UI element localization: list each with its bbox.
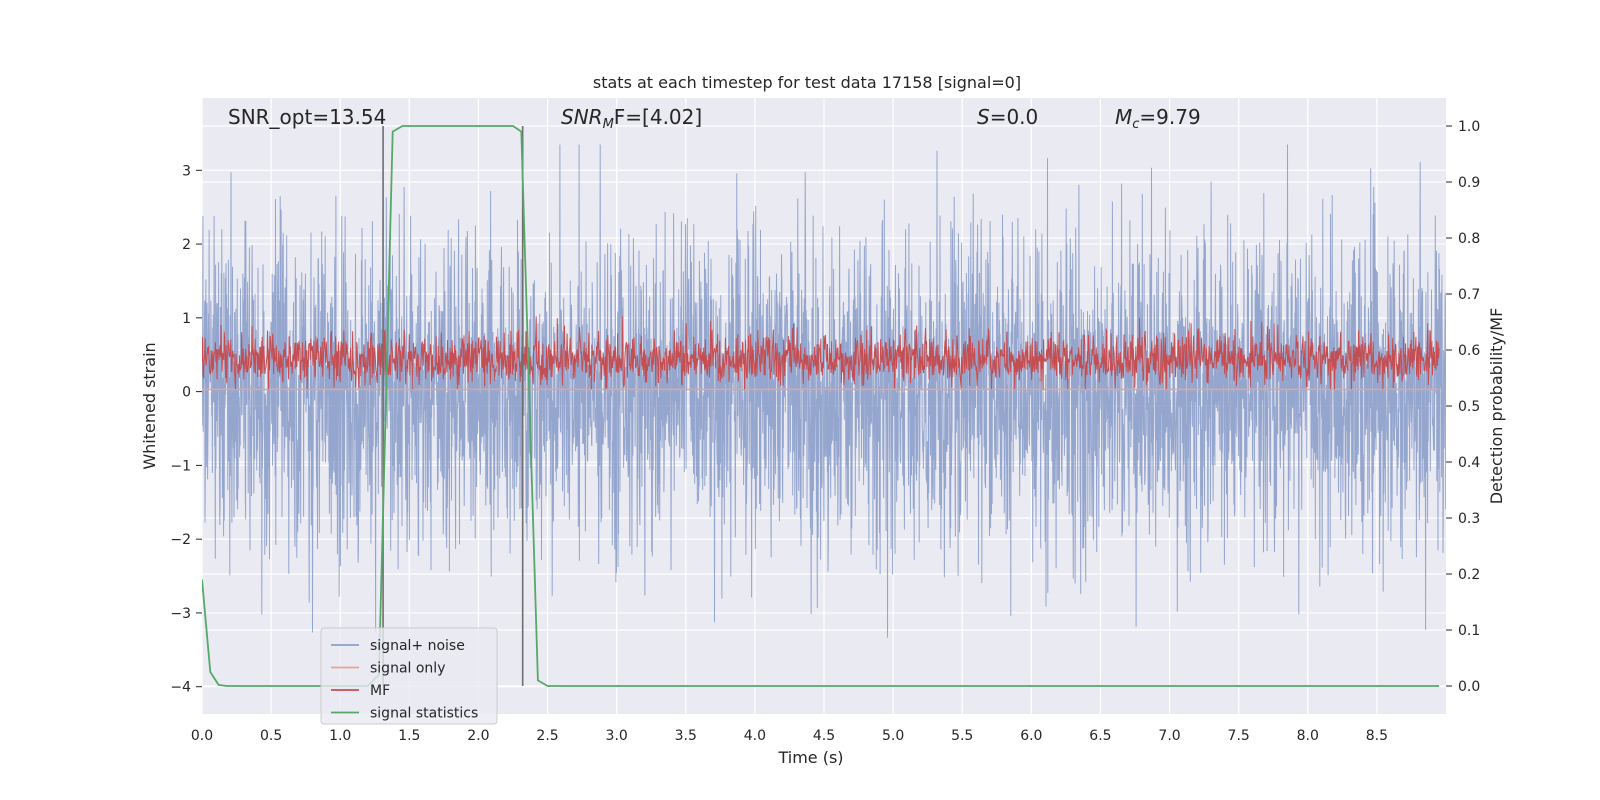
x-tick-label: 1.0: [329, 728, 351, 744]
y-axis-left-ticks: −4 −3 −2 −1 0 1 2 3: [170, 163, 202, 696]
y-left-tick-label: 0: [182, 385, 191, 401]
y-right-tick-label: 0.4: [1458, 455, 1480, 471]
annotation-mc-sub: c: [1132, 117, 1139, 132]
y-right-tick-label: 0.9: [1458, 175, 1480, 191]
annotation-mc-rest: =9.79: [1139, 105, 1200, 129]
series-layer: [202, 125, 1446, 687]
annotation-mc: Mc=9.79: [1115, 105, 1201, 132]
x-tick-label: 2.0: [467, 728, 489, 744]
y-right-tick-label: 0.2: [1458, 567, 1480, 583]
y-left-tick-label: −3: [170, 606, 191, 622]
y-right-tick-label: 0.0: [1458, 679, 1480, 695]
x-tick-label: 4.5: [813, 728, 835, 744]
legend-label: signal+ noise: [370, 638, 465, 654]
annotation-s-rest: =0.0: [990, 105, 1039, 129]
x-tick-label: 7.0: [1158, 728, 1180, 744]
y-axis-right-ticks: 0.0 0.1 0.2 0.3 0.4 0.5 0.6 0.7 0.8 0.9 1.0: [1446, 119, 1480, 695]
series-mf-line: [202, 316, 1440, 390]
y-right-tick-label: 0.5: [1458, 399, 1480, 415]
chart-title: stats at each timestep for test data 171…: [593, 73, 1021, 92]
x-tick-label: 8.5: [1366, 728, 1388, 744]
x-tick-label: 5.5: [951, 728, 973, 744]
y-right-tick-label: 0.7: [1458, 287, 1480, 303]
y-left-tick-label: 2: [182, 237, 191, 253]
series-signal-statistics-line: [202, 125, 1440, 687]
x-tick-label: 7.5: [1228, 728, 1250, 744]
legend-label: signal statistics: [370, 706, 478, 722]
y-left-tick-label: −1: [170, 458, 191, 474]
x-tick-label: 6.0: [1020, 728, 1042, 744]
x-tick-label: 2.5: [536, 728, 558, 744]
x-tick-label: 3.0: [606, 728, 628, 744]
legend: signal+ noise signal only MF signal statist…: [320, 627, 498, 725]
x-axis-label: Time (s): [777, 748, 843, 767]
x-tick-label: 8.0: [1297, 728, 1319, 744]
legend-items: signal+ noise signal only MF signal statist…: [331, 638, 478, 722]
x-tick-label: 6.5: [1089, 728, 1111, 744]
y-right-tick-label: 0.8: [1458, 231, 1480, 247]
x-tick-label: 3.5: [675, 728, 697, 744]
y-left-tick-label: 3: [182, 163, 191, 179]
x-tick-label: 0.5: [260, 728, 282, 744]
legend-box: [320, 627, 498, 725]
y-left-tick-label: 1: [182, 311, 191, 327]
series-signal-noise-line: [202, 144, 1446, 638]
annotation-snr-mf-sub: M: [603, 117, 614, 132]
x-tick-label: 1.5: [398, 728, 420, 744]
legend-label: signal only: [370, 661, 445, 677]
annotation-snr-mf-main: SNR: [561, 105, 603, 129]
y-right-tick-label: 1.0: [1458, 119, 1480, 135]
y-axis-left-label: Whitened strain: [140, 342, 159, 469]
x-tick-label: 0.0: [191, 728, 213, 744]
y-right-tick-label: 0.6: [1458, 343, 1480, 359]
y-right-tick-label: 0.1: [1458, 623, 1480, 639]
annotation-snr-mf: SNRMF=[4.02]: [561, 105, 702, 132]
y-right-tick-label: 0.3: [1458, 511, 1480, 527]
annotation-snr-mf-rest: F=[4.02]: [614, 105, 702, 129]
vertical-markers: [382, 126, 524, 686]
x-tick-label: 5.0: [882, 728, 904, 744]
x-tick-label: 4.0: [744, 728, 766, 744]
annotation-s-main: S: [977, 105, 990, 129]
y-left-tick-label: −4: [170, 680, 191, 696]
legend-label: MF: [370, 683, 390, 699]
annotation-mc-main: M: [1115, 105, 1132, 129]
annotation-s: S=0.0: [977, 105, 1038, 129]
annotation-snr-opt: SNR_opt=13.54: [228, 105, 386, 129]
x-axis-ticks: 0.0 0.5 1.0 1.5 2.0 2.5 3.0 3.5 4.0 4.5 5.0 5.5 6.0 6…: [191, 728, 1388, 744]
y-axis-right-label: Detection probability/MF: [1487, 308, 1506, 505]
y-left-tick-label: −2: [170, 532, 191, 548]
